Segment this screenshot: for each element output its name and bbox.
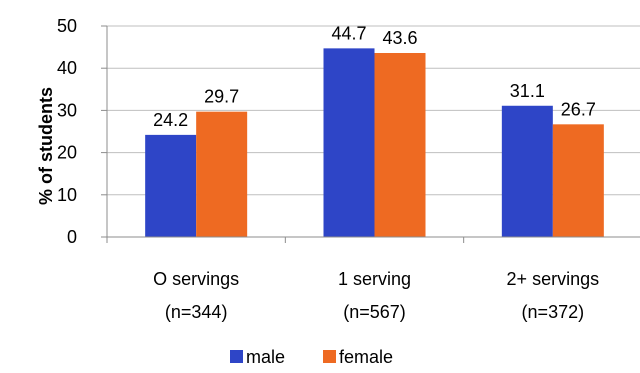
legend-label: female xyxy=(339,347,393,367)
bar-female xyxy=(552,124,604,237)
data-label: 26.7 xyxy=(561,99,596,119)
data-label: 29.7 xyxy=(204,87,239,107)
bars: 24.2 29.7 44.7 43.6 31.1 26.7 xyxy=(145,23,604,238)
y-axis: 0 10 20 30 40 50 xyxy=(57,16,108,247)
x-category-label: (n=344) xyxy=(165,302,228,322)
bar-female xyxy=(196,111,248,237)
bar-female xyxy=(374,53,426,238)
data-label: 31.1 xyxy=(510,81,545,101)
legend-swatch-female xyxy=(323,350,336,363)
y-axis-title: % of students xyxy=(36,87,56,205)
data-label: 44.7 xyxy=(331,23,366,43)
y-tick-label: 10 xyxy=(57,185,77,205)
x-category-label: O servings xyxy=(153,269,239,289)
x-category-label: (n=567) xyxy=(343,302,406,322)
data-label: 24.2 xyxy=(153,110,188,130)
x-category-label: 1 serving xyxy=(338,269,411,289)
bar-male xyxy=(145,134,197,237)
legend-swatch-male xyxy=(230,350,243,363)
x-axis: O servings (n=344) 1 serving (n=567) 2+ serv… xyxy=(106,236,640,322)
bar-male xyxy=(501,105,553,238)
x-category-label: (n=372) xyxy=(522,302,585,322)
y-tick-label: 50 xyxy=(57,16,77,36)
legend-label: male xyxy=(246,347,285,367)
y-tick-label: 30 xyxy=(57,100,77,120)
bar-male xyxy=(323,48,375,238)
y-tick-label: 0 xyxy=(67,227,77,247)
y-tick-label: 40 xyxy=(57,58,77,78)
data-label: 43.6 xyxy=(382,28,417,48)
legend: male female xyxy=(230,347,393,367)
x-category-label: 2+ servings xyxy=(507,269,600,289)
y-tick-label: 20 xyxy=(57,143,77,163)
